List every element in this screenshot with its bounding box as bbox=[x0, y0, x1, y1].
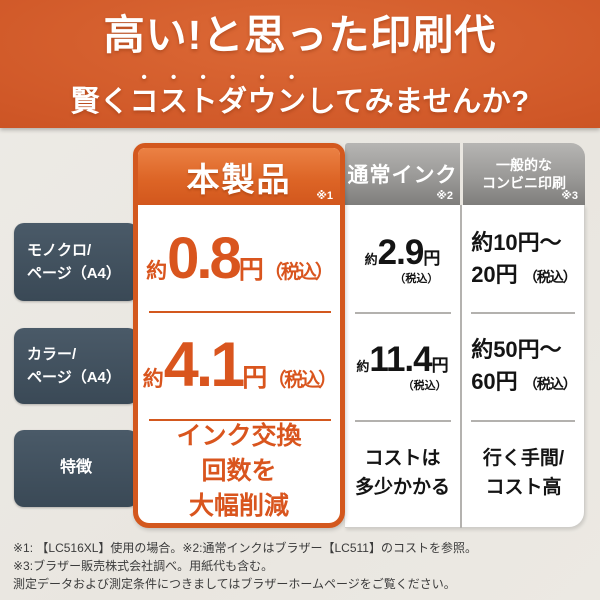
price-unit: 円 bbox=[242, 364, 268, 392]
price: 約50円〜 60円 （税込） bbox=[471, 334, 577, 398]
price-tax: （税込） bbox=[267, 370, 337, 391]
divider bbox=[149, 419, 331, 421]
footnote-marker: ※2 bbox=[436, 190, 453, 202]
price-value: 0.8 bbox=[167, 225, 242, 291]
row-label-line: モノクロ/ bbox=[27, 241, 92, 259]
price-approx: 約 bbox=[364, 251, 378, 267]
feature-text: コストは 多少かかる bbox=[355, 444, 450, 503]
feature-line: 行く手間/ bbox=[482, 447, 565, 469]
footnote-line: ※3:ブラザー販売株式会社調べ。用紙代も含む。 bbox=[13, 559, 274, 573]
cell-ink-color-price: 約11.4円 （税込） bbox=[346, 313, 459, 419]
price-approx: 約 bbox=[356, 358, 370, 374]
row-label-color: カラー/ ページ（A4） bbox=[14, 328, 138, 404]
cell-convenience-color-price: 約50円〜 60円 （税込） bbox=[463, 313, 584, 419]
price-value: 11.4 bbox=[369, 339, 432, 379]
divider bbox=[471, 312, 575, 314]
cell-product-feature: インク交換 回数を 大幅削減 bbox=[140, 421, 338, 521]
price-line1: 約10円〜 bbox=[471, 230, 562, 256]
banner-subtitle-prefix: 賢く bbox=[70, 85, 130, 118]
price-tax: （税込） bbox=[523, 376, 577, 392]
price: 約0.8円（税込） bbox=[146, 225, 334, 292]
column-header-line1: 一般的な bbox=[496, 156, 552, 173]
price-value: 2.9 bbox=[377, 232, 425, 272]
feature-line: 多少かかる bbox=[354, 477, 450, 498]
price-unit: 円 bbox=[423, 248, 441, 268]
cell-product-monochrome-price: 約0.8円（税込） bbox=[140, 207, 338, 309]
column-header-convenience-store: 一般的なコンビニ印刷 ※3 bbox=[463, 143, 585, 205]
banner: 高い!と思った印刷代 賢くコストダウンしてみませんか? bbox=[0, 0, 600, 128]
price-unit: 円 bbox=[431, 355, 449, 375]
banner-title: 高い!と思った印刷代 bbox=[103, 11, 497, 58]
column-header-label: 本製品 bbox=[186, 160, 292, 198]
cell-ink-monochrome-price: 約2.9円 （税込） bbox=[346, 207, 459, 311]
divider bbox=[149, 311, 331, 313]
row-label-monochrome: モノクロ/ ページ（A4） bbox=[14, 223, 138, 301]
feature-text: 行く手間/ コスト高 bbox=[483, 444, 564, 503]
table-body-background bbox=[345, 205, 585, 528]
price-tax: （税込） bbox=[523, 269, 577, 285]
price-tax: （税込） bbox=[263, 261, 334, 283]
price: 約4.1円（税込） bbox=[142, 329, 338, 401]
row-label-line: 特徴 bbox=[59, 459, 92, 477]
column-header-label: 通常インク bbox=[347, 164, 458, 187]
price-line1: 約50円〜 bbox=[471, 337, 562, 363]
cell-convenience-feature: 行く手間/ コスト高 bbox=[463, 421, 584, 525]
price: 約10円〜 20円 （税込） bbox=[471, 227, 577, 291]
column-header-line2: コンビニ印刷 bbox=[482, 175, 566, 191]
divider bbox=[355, 312, 451, 314]
feature-line: 大幅削減 bbox=[188, 491, 289, 520]
row-label-line: ページ（A4） bbox=[27, 265, 121, 282]
footnotes: ※1: 【LC516XL】使用の場合。※2:通常インクはブラザー【LC511】の… bbox=[13, 539, 477, 593]
price-approx: 約 bbox=[146, 259, 168, 283]
row-label-line: ページ（A4） bbox=[27, 369, 121, 386]
price-unit: 円 bbox=[238, 255, 264, 284]
column-header-label: 一般的なコンビニ印刷 bbox=[482, 156, 566, 192]
column-separator bbox=[460, 205, 462, 528]
price-value: 4.1 bbox=[163, 330, 246, 400]
price-value: 20円 bbox=[471, 262, 518, 287]
price-tax: （税込） bbox=[394, 272, 439, 285]
divider bbox=[471, 420, 575, 422]
feature-line: コストは bbox=[364, 447, 441, 469]
price-approx: 約 bbox=[142, 368, 164, 391]
banner-subtitle-suffix: してみませんか? bbox=[306, 85, 530, 118]
row-label-line: カラー/ bbox=[27, 345, 77, 363]
column-header-product: 本製品 ※1 bbox=[138, 148, 340, 205]
product-column-card: 本製品 ※1 bbox=[133, 143, 345, 528]
cell-convenience-monochrome-price: 約10円〜 20円 （税込） bbox=[463, 207, 584, 311]
price-value: 60円 bbox=[471, 369, 518, 394]
divider bbox=[355, 420, 451, 422]
feature-line: コスト高 bbox=[485, 477, 562, 498]
feature-text: インク交換 回数を 大幅削減 bbox=[176, 419, 301, 524]
price-tax: （税込） bbox=[402, 379, 447, 392]
footnote-marker: ※1 bbox=[316, 190, 333, 202]
row-label-features: 特徴 bbox=[14, 430, 138, 507]
feature-line: 回数を bbox=[201, 456, 277, 485]
footnote-marker: ※3 bbox=[561, 190, 578, 202]
banner-subtitle: 賢くコストダウンしてみませんか? bbox=[70, 69, 529, 119]
footnote-line: ※1: 【LC516XL】使用の場合。※2:通常インクはブラザー【LC511】の… bbox=[13, 541, 477, 555]
footnote-line: 測定データおよび測定条件につきましてはブラザーホームページをご覧ください。 bbox=[13, 577, 456, 591]
banner-subtitle-emphasized: コストダウン bbox=[129, 85, 307, 118]
column-header-regular-ink: 通常インク ※2 bbox=[345, 143, 460, 205]
cell-ink-feature: コストは 多少かかる bbox=[346, 421, 459, 525]
feature-line: インク交換 bbox=[176, 421, 302, 450]
price: 約11.4円 （税込） bbox=[356, 340, 448, 393]
price: 約2.9円 （税込） bbox=[365, 233, 441, 286]
cell-product-color-price: 約4.1円（税込） bbox=[140, 313, 338, 417]
